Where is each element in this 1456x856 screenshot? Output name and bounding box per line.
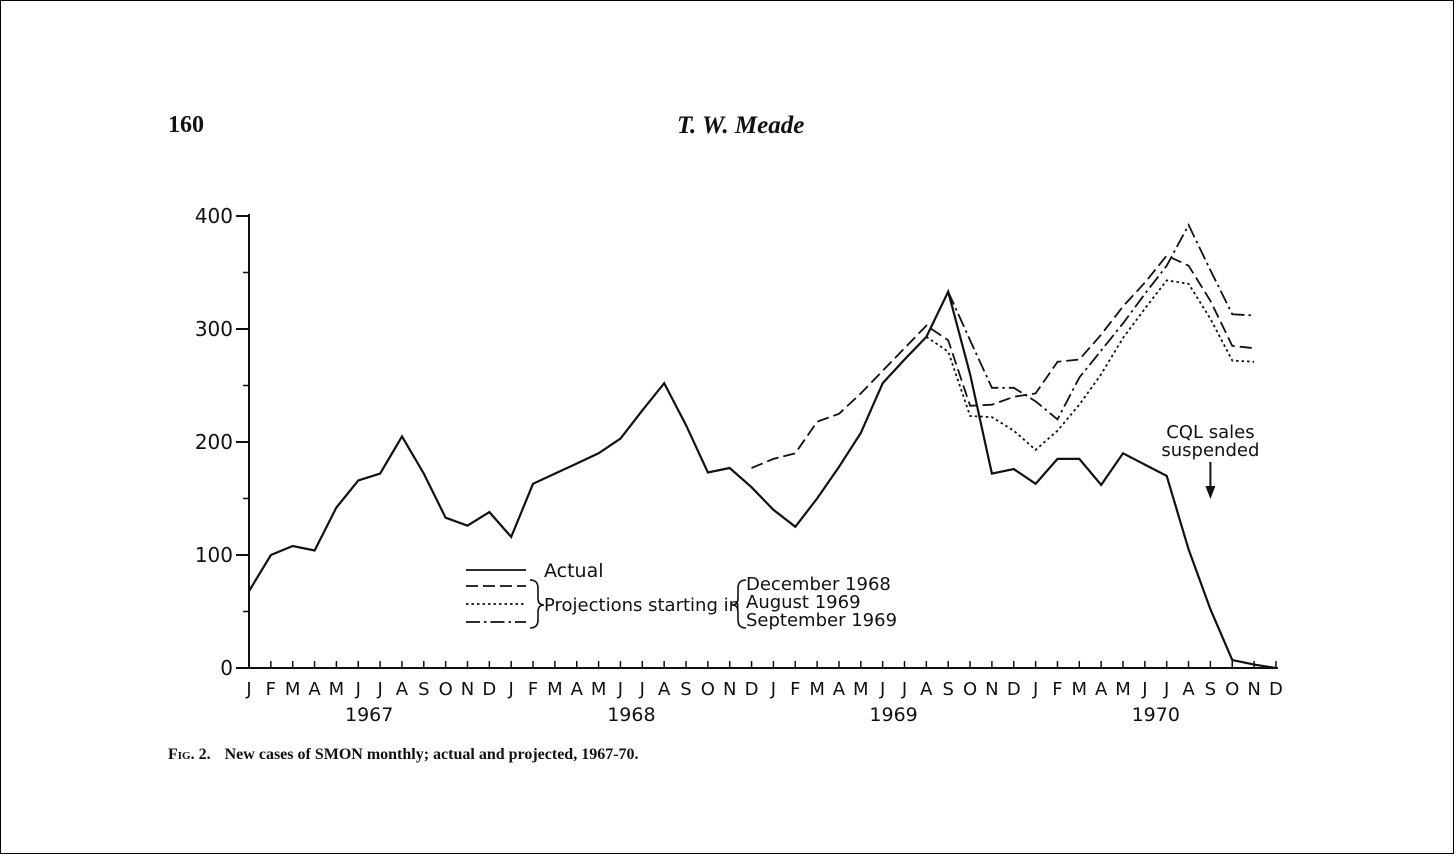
x-tick-label-month: O [439, 679, 453, 700]
x-tick-label-month: J [879, 679, 885, 700]
y-tick-label: 300 [195, 317, 233, 341]
series-line-dashed [751, 254, 1255, 469]
x-tick-label-month: J [245, 679, 251, 700]
x-tick-label-month: J [617, 679, 623, 700]
x-tick-label-month: J [1141, 679, 1147, 700]
x-tick-label-month: M [285, 679, 301, 700]
x-tick-label-month: M [1115, 679, 1131, 700]
x-year-label: 1967 [345, 704, 393, 726]
x-tick-label-month: M [329, 679, 345, 700]
legend-entry: September 1969 [746, 610, 897, 631]
x-tick-label-month: J [639, 679, 645, 700]
x-tick-label-month: F [790, 679, 800, 700]
x-tick-label-month: S [942, 679, 953, 700]
legend-label-projections: Projections starting in [544, 595, 740, 616]
legend-label-actual: Actual [544, 560, 604, 582]
y-tick-label: 200 [195, 430, 233, 454]
x-tick-label-month: D [745, 679, 759, 700]
x-tick-label-month: F [528, 679, 538, 700]
x-tick-label-month: D [1269, 679, 1283, 700]
x-tick-label-month: J [1163, 679, 1169, 700]
running-head: T. W. Meade [677, 112, 805, 139]
x-tick-label-month: J [901, 679, 907, 700]
x-tick-label-month: O [701, 679, 715, 700]
series-line-dash-dot [947, 223, 1255, 421]
y-tick-label: 400 [195, 204, 233, 228]
series-line-dotted [925, 279, 1255, 452]
x-tick-label-month: N [723, 679, 736, 700]
page-number: 160 [168, 112, 204, 138]
annotation-arrow-head [1205, 486, 1216, 499]
x-tick-label-month: F [1052, 679, 1062, 700]
x-year-label: 1969 [869, 704, 917, 726]
x-tick-label-month: A [396, 679, 409, 700]
chart-legend: Actual Projections starting in December 19… [466, 560, 897, 631]
legend-brace-left [731, 579, 747, 629]
x-tick-label-month: A [920, 679, 933, 700]
x-tick-label-month: A [308, 679, 321, 700]
x-tick-label-month: S [1205, 679, 1216, 700]
annotation-text-line2: suspended [1161, 440, 1259, 461]
chart-series-layer [248, 223, 1277, 670]
x-tick-label-month: M [1072, 679, 1088, 700]
y-tick-label: 0 [220, 656, 233, 680]
x-tick-label-month: M [853, 679, 869, 700]
x-year-label: 1968 [607, 704, 655, 726]
legend-brace-right [529, 579, 545, 629]
x-tick-label-month: M [591, 679, 607, 700]
x-tick-label-month: A [571, 679, 584, 700]
x-tick-label-month: O [963, 679, 977, 700]
x-tick-label-month: J [508, 679, 514, 700]
x-tick-label-month: J [770, 679, 776, 700]
x-tick-label-month: A [1095, 679, 1108, 700]
x-tick-label-month: J [376, 679, 382, 700]
x-tick-label-month: A [1182, 679, 1195, 700]
legend-entry: August 1969 [746, 592, 861, 613]
x-tick-label-month: J [355, 679, 361, 700]
x-tick-label-month: D [1007, 679, 1021, 700]
figure-caption-text: New cases of SMON monthly; actual and pr… [224, 746, 639, 763]
x-tick-label-month: N [985, 679, 998, 700]
x-tick-label-month: A [833, 679, 846, 700]
x-tick-label-month: F [266, 679, 276, 700]
x-tick-label-month: M [809, 679, 825, 700]
x-tick-label-month: D [482, 679, 496, 700]
x-tick-label-month: N [1247, 679, 1260, 700]
x-tick-label-month: S [680, 679, 691, 700]
figure-caption-label: Fig. 2. [168, 746, 211, 763]
x-tick-label-month: J [1032, 679, 1038, 700]
x-tick-label-month: S [418, 679, 429, 700]
x-tick-label-month: M [547, 679, 563, 700]
y-tick-label: 100 [195, 543, 233, 567]
x-tick-label-month: O [1225, 679, 1239, 700]
x-tick-label-month: N [461, 679, 474, 700]
series-line-solid [248, 288, 1277, 670]
annotation-text-line1: CQL sales [1166, 422, 1254, 443]
x-year-label: 1970 [1132, 704, 1180, 726]
legend-entry: December 1968 [746, 574, 891, 595]
figure-caption: Fig. 2. New cases of SMON monthly; actual… [168, 746, 639, 764]
x-tick-label-month: A [658, 679, 671, 700]
